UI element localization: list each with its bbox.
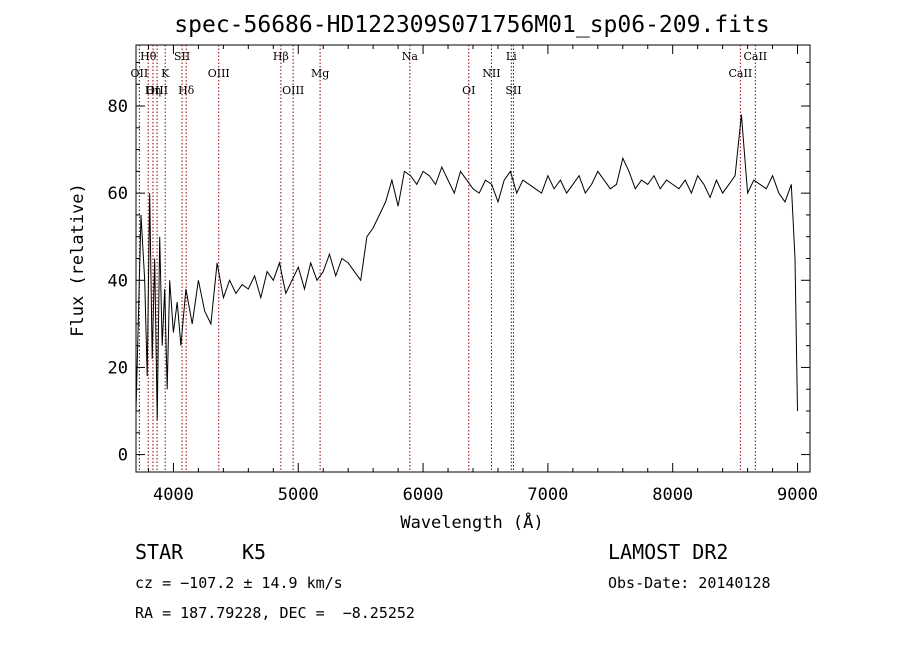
axis-ticks: 4000 5000 6000 7000 8000 9000 0 20 40 60 80 [108,45,818,505]
x-axis-label: Wavelength (Å) [400,511,543,533]
emission-line-label: Na [402,50,419,63]
spectrum-line [135,114,798,420]
emission-line-label: OII [131,67,149,80]
y-tick-label: 80 [108,97,128,117]
object-class: STAR [135,540,184,564]
survey-name: LAMOST DR2 [608,540,729,564]
emission-line-label: Hβ [273,50,289,63]
emission-line-label: SII [174,50,190,63]
plot-frame [135,44,811,473]
object-subclass: K5 [242,540,267,564]
y-tick-label: 20 [108,358,128,378]
emission-line-label: CaII [743,50,767,63]
redshift-cz: cz = −107.2 ± 14.9 km/s [135,574,343,592]
coordinates: RA = 187.79228, DEC = −8.25252 [135,604,415,622]
x-tick-label: 4000 [153,485,194,505]
emission-line-label: K [161,67,170,80]
emission-line-label: CaII [729,67,753,80]
y-axis-label: Flux (relative) [68,183,88,337]
x-tick-label: 6000 [403,485,444,505]
emission-line-label: OIII [282,84,304,97]
y-tick-label: 0 [118,446,128,466]
emission-line-label: Hθ [140,50,157,63]
obs-date: Obs-Date: 20140128 [608,574,771,592]
emission-line-label: Li [506,50,517,63]
emission-line-label: Mg [311,67,329,80]
x-tick-label: 8000 [652,485,693,505]
y-tick-label: 40 [108,271,128,291]
emission-line-label: OI [462,84,475,97]
emission-line-label: OIII [208,67,230,80]
chart-title: spec-56686-HD122309S071756M01_sp06-209.f… [174,12,769,38]
x-tick-label: 5000 [278,485,319,505]
emission-line-label: SII [505,84,521,97]
emission-line-label: Hδ [178,84,195,97]
x-tick-label: 9000 [777,485,818,505]
emission-line-label: NII [482,67,500,80]
emission-line-label: OIII [146,84,168,97]
x-tick-label: 7000 [527,485,568,505]
y-tick-label: 60 [108,184,128,204]
emission-line-label: Hη [145,84,161,97]
emission-line-markers: HθOIIOIIIHηKSIIHδOIIIHβOIIIMgNaOINIILiSI… [131,45,767,472]
